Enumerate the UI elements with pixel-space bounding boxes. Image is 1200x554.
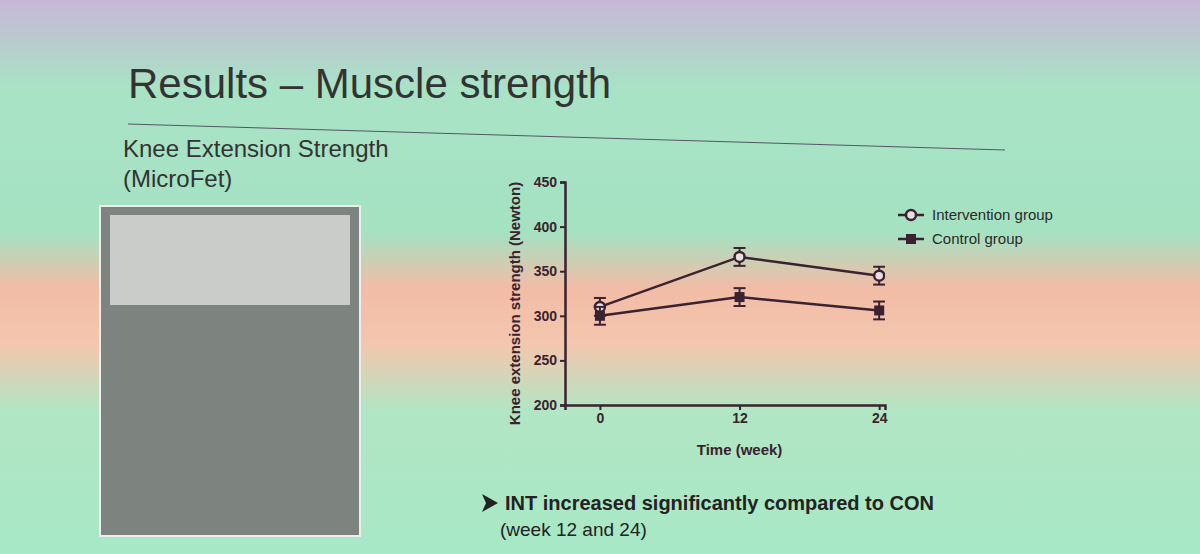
legend: Intervention group Control group: [898, 206, 1053, 247]
tick: 200: [534, 397, 565, 413]
marker: [595, 311, 605, 321]
annotation: INT increased significantly compared to …: [505, 492, 934, 514]
x-axis-title: Time (week): [697, 441, 783, 458]
y-axis-title: Knee extension strength (Newton): [506, 182, 523, 425]
error-bar-cap: [873, 318, 885, 320]
marker: [874, 271, 884, 281]
photo-window: [110, 215, 350, 305]
tick-label: 200: [534, 397, 558, 413]
legend-marker: [906, 210, 916, 220]
error-bar-cap: [873, 301, 885, 303]
tick-label: 250: [534, 352, 558, 368]
legend-item: Intervention group: [898, 206, 1053, 223]
bullet-arrow: [482, 494, 498, 512]
legend-item: Control group: [898, 230, 1023, 247]
error-bar: [873, 302, 885, 320]
plot-area: [594, 248, 885, 325]
tick: 250: [534, 352, 565, 368]
tick: 300: [534, 308, 565, 324]
slide-title: Results – Muscle strength: [128, 60, 611, 107]
marker: [874, 305, 884, 315]
tick-mark: [560, 360, 565, 362]
error-bar: [594, 307, 606, 325]
error-bar: [734, 288, 746, 306]
tick-mark: [560, 315, 565, 317]
error-bar-cap: [734, 305, 746, 307]
legend-label: Control group: [932, 230, 1023, 247]
axis-line: [560, 183, 566, 406]
tick-label: 350: [534, 263, 558, 279]
tick-label: 0: [597, 410, 605, 426]
marker: [735, 252, 745, 262]
error-bar-cap: [734, 247, 746, 249]
tick-mark: [560, 182, 565, 184]
annotation: (week 12 and 24): [500, 519, 647, 540]
tick: 0: [597, 405, 605, 426]
error-bar: [734, 248, 746, 266]
error-bar: [873, 267, 885, 285]
tick: 24: [872, 405, 888, 426]
tick-label: 300: [534, 308, 558, 324]
error-bar-cap: [734, 265, 746, 267]
error-bar-cap: [594, 306, 606, 308]
error-bar-cap: [873, 284, 885, 286]
tick-mark: [560, 226, 565, 228]
tick-label: 24: [872, 410, 888, 426]
tick: 450: [534, 174, 565, 190]
error-bar-cap: [873, 266, 885, 268]
tick-mark: [560, 271, 565, 273]
tick-label: 450: [534, 174, 558, 190]
marker: [735, 292, 745, 302]
tick-label: 12: [732, 410, 748, 426]
y-axis: 200 250 300 350 400 450: [534, 174, 566, 413]
error-bar-cap: [734, 287, 746, 289]
tick: 350: [534, 263, 565, 279]
tick-label: 400: [534, 219, 558, 235]
x-axis: 0 12 24: [566, 405, 888, 426]
tick: 400: [534, 219, 565, 235]
axis-line: [566, 406, 886, 411]
photo-placeholder: [100, 206, 360, 536]
slide-subtitle: Knee Extension Strength(MicroFet): [123, 135, 389, 192]
legend-marker: [906, 234, 916, 244]
legend-label: Intervention group: [932, 206, 1053, 223]
tick: 12: [732, 405, 748, 426]
slide-background: [0, 0, 1200, 554]
error-bar-cap: [594, 297, 606, 299]
error-bar-cap: [594, 324, 606, 326]
